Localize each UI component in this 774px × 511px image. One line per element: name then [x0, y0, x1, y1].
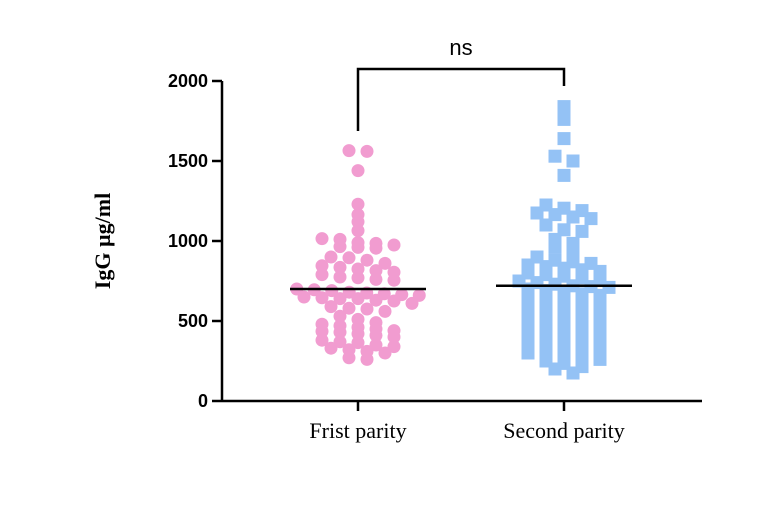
data-point: [548, 208, 562, 222]
data-point: [539, 218, 553, 232]
data-point: [566, 244, 580, 258]
data-point: [566, 154, 580, 168]
data-point: [530, 206, 544, 220]
data-point: [351, 224, 365, 238]
data-point: [369, 272, 383, 286]
data-point: [333, 260, 347, 274]
data-point: [557, 168, 571, 182]
data-point: [342, 301, 356, 315]
data-point: [333, 309, 347, 323]
data-point: [593, 352, 607, 366]
data-point: [378, 346, 392, 360]
data-point: [378, 256, 392, 270]
data-point: [387, 273, 401, 287]
data-point: [324, 341, 338, 355]
data-point: [351, 292, 365, 306]
data-point: [351, 336, 365, 350]
data-point: [297, 290, 311, 304]
data-point: [369, 338, 383, 352]
data-point: [387, 238, 401, 252]
data-point: [351, 164, 365, 178]
data-point: [548, 149, 562, 163]
data-point: [548, 362, 562, 376]
data-point: [351, 240, 365, 254]
data-point: [521, 346, 535, 360]
y-axis-title: IgG µg/ml: [90, 193, 115, 289]
y-tick-label: 500: [178, 311, 208, 331]
data-point: [325, 284, 339, 298]
data-point: [333, 240, 347, 254]
data-point: [360, 144, 374, 158]
data-point: [369, 328, 383, 342]
data-points: [290, 100, 616, 380]
data-point: [566, 210, 580, 224]
y-axis: 0 500 1000 1500 2000: [168, 71, 224, 411]
data-point: [324, 300, 338, 314]
data-point: [333, 325, 347, 339]
data-point: [575, 224, 589, 238]
data-point: [557, 100, 571, 114]
data-point: [405, 296, 419, 310]
data-point: [333, 292, 347, 306]
data-point: [369, 241, 383, 255]
y-tick-label: 2000: [168, 71, 208, 91]
data-point: [360, 302, 374, 316]
data-point: [351, 197, 365, 211]
data-point: [566, 366, 580, 380]
mean-lines: [290, 284, 632, 291]
data-point: [315, 291, 329, 305]
data-point: [387, 330, 401, 344]
data-point: [557, 112, 571, 126]
data-point: [351, 271, 365, 285]
x-category-label: Second parity: [503, 418, 625, 443]
data-point: [333, 335, 347, 349]
data-point: [387, 340, 401, 354]
data-point: [324, 250, 338, 264]
data-point: [360, 352, 374, 366]
data-point: [315, 333, 329, 347]
data-point: [548, 240, 562, 254]
data-point: [342, 144, 356, 158]
data-point: [342, 251, 356, 265]
y-tick-label: 1500: [168, 151, 208, 171]
data-point: [315, 268, 329, 282]
data-point: [584, 212, 598, 226]
x-axis: Frist parity Second parity: [222, 399, 702, 443]
y-tick-label: 0: [198, 391, 208, 411]
data-point: [315, 232, 329, 246]
data-point: [378, 304, 392, 318]
significance-bracket: ns: [356, 35, 566, 131]
data-point: [369, 293, 383, 307]
data-point: [360, 253, 374, 267]
data-point: [333, 270, 347, 284]
significance-label: ns: [449, 35, 472, 60]
data-point: [557, 132, 571, 146]
bracket-line: [356, 67, 566, 131]
x-category-label: Frist parity: [309, 418, 406, 443]
data-point: [387, 294, 401, 308]
data-point: [342, 351, 356, 365]
y-tick-label: 1000: [168, 231, 208, 251]
